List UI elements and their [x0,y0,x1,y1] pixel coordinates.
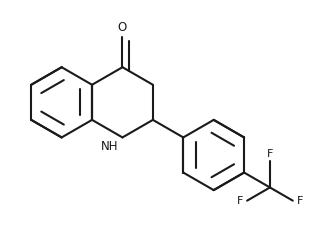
Text: O: O [118,21,127,34]
Text: NH: NH [101,140,119,153]
Text: F: F [267,149,273,159]
Text: F: F [296,196,303,206]
Text: F: F [237,196,243,206]
